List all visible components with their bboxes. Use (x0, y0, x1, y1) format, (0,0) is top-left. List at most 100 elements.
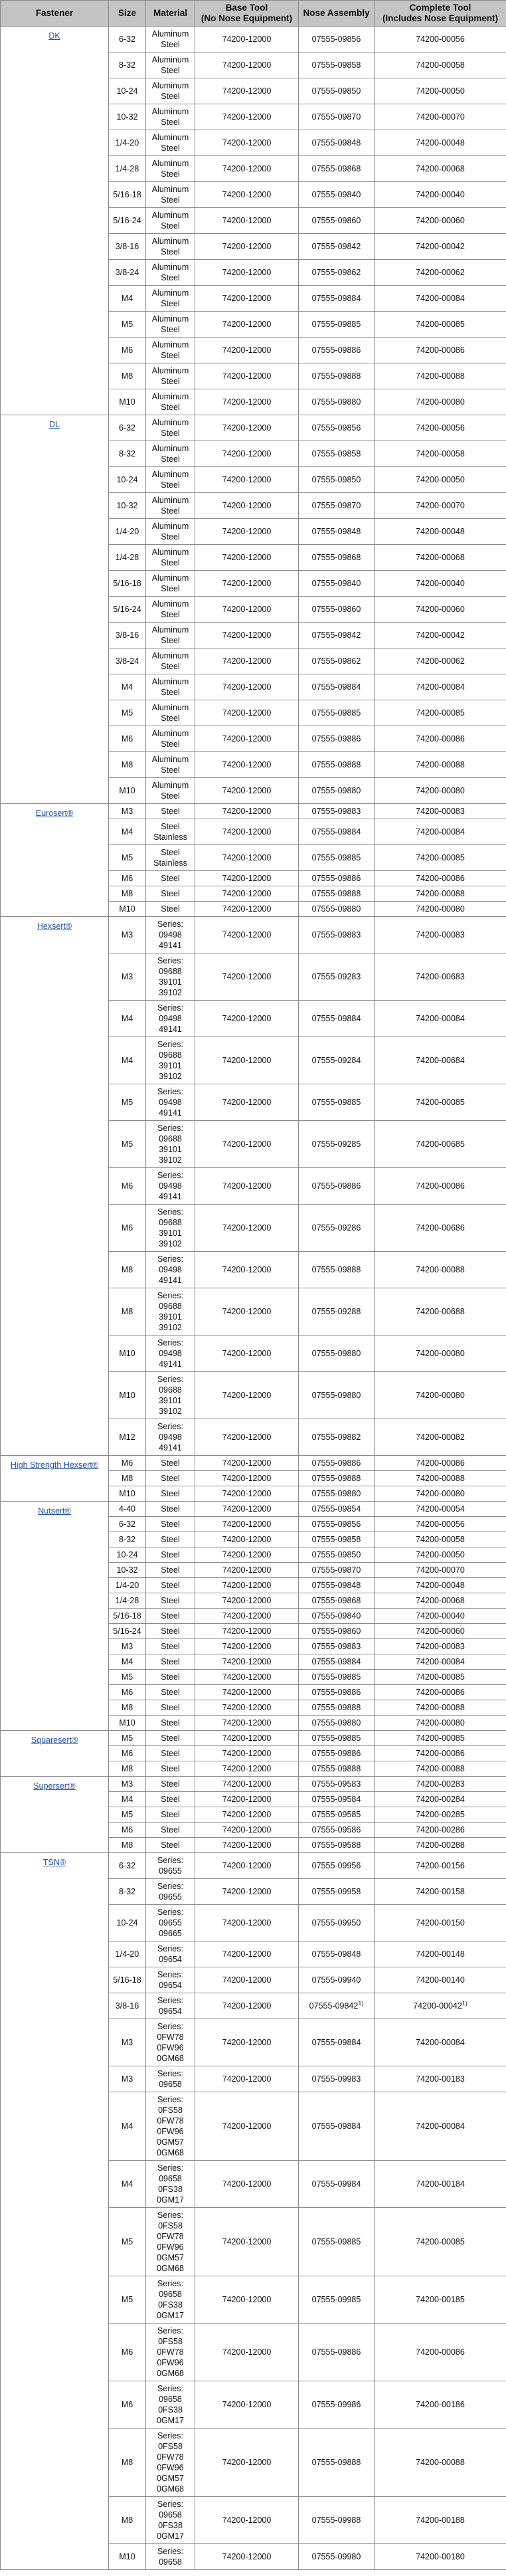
nose-assembly-cell: 07555-09888 (298, 886, 375, 902)
size-cell: 3/8-16 (108, 233, 146, 260)
size-cell: M8 (108, 1700, 146, 1716)
complete-tool-cell: 74200-00086 (374, 1684, 506, 1700)
material-cell: Aluminum Steel (145, 544, 195, 571)
size-cell: 10-32 (108, 492, 146, 519)
material-cell: Aluminum Steel (145, 130, 195, 156)
nose-assembly-cell-value: 07555-09888 (311, 1474, 361, 1483)
complete-tool-cell-value: 74200-00070 (416, 112, 465, 122)
fastener-link[interactable]: DK (48, 31, 60, 41)
base-tool-cell: 74200-12000 (195, 363, 299, 389)
nose-assembly-cell: 07555-09885 (298, 700, 375, 726)
nose-assembly-cell: 07555-09288 (298, 1288, 375, 1336)
size-cell: 8-32 (108, 1878, 146, 1905)
nose-assembly-cell: 07555-09858 (298, 1532, 375, 1547)
fastener-link[interactable]: High Strength Hexsert® (10, 1460, 99, 1470)
material-cell: Steel (145, 1654, 195, 1670)
nose-assembly-cell: 07555-09880 (298, 1371, 375, 1419)
size-cell: 6-32 (108, 1516, 146, 1532)
base-tool-cell: 74200-12000 (195, 233, 299, 260)
complete-tool-cell: 74200-00086 (374, 870, 506, 886)
table-row: 10-24 Steel 74200-12000 07555-09850 74200-00… (1, 1547, 506, 1563)
complete-tool-cell-value: 74200-00085 (416, 1098, 465, 1107)
fastener-link[interactable]: Nutsert® (38, 1506, 71, 1516)
size-cell: 3/8-24 (108, 259, 146, 286)
complete-tool-cell: 74200-00180 (374, 2543, 506, 2570)
fastener-link[interactable]: Supersert® (33, 1781, 76, 1791)
header-size: Size (108, 0, 146, 27)
material-cell: Series: 09655 (145, 1852, 195, 1879)
nose-assembly-cell-value: 07555-09882 (311, 1433, 361, 1442)
base-tool-cell: 74200-12000 (195, 726, 299, 752)
size-cell: M5 (108, 700, 146, 726)
base-tool-cell: 74200-12000 (195, 2496, 299, 2544)
header-material: Material (145, 0, 195, 27)
material-cell: Steel (145, 886, 195, 902)
complete-tool-cell-value: 74200-00080 (416, 397, 465, 407)
nose-assembly-cell-value: 07555-09983 (311, 2074, 361, 2084)
base-tool-cell: 74200-12000 (195, 337, 299, 363)
base-tool-cell: 74200-12000 (195, 1730, 299, 1746)
nose-assembly-cell-value: 07555-09884 (311, 2122, 361, 2131)
nose-assembly-cell-value: 07555-09986 (311, 2400, 361, 2409)
complete-tool-cell-value: 74200-00185 (416, 2295, 465, 2304)
nose-assembly-cell-value: 07555-09886 (311, 346, 361, 355)
size-cell: M8 (108, 1837, 146, 1853)
complete-tool-cell-value: 74200-00084 (416, 827, 465, 837)
nose-assembly-cell-value: 07555-09888 (311, 889, 361, 898)
nose-assembly-cell-value: 07555-09885 (311, 1672, 361, 1682)
base-tool-cell: 74200-12000 (195, 1700, 299, 1716)
fastener-link[interactable]: Eurosert® (35, 809, 74, 818)
table-row: M5 Aluminum Steel 74200-12000 07555-09885 74… (1, 311, 506, 338)
size-cell: 1/4-28 (108, 1593, 146, 1609)
complete-tool-cell: 74200-00086 (374, 337, 506, 363)
fastener-link[interactable]: DL (49, 420, 60, 429)
table-row: M12 Series: 09498 49141 74200-12000 07555-0… (1, 1419, 506, 1456)
size-cell: 1/4-20 (108, 130, 146, 156)
nose-assembly-cell: 07555-09888 (298, 1470, 375, 1486)
base-tool-cell: 74200-12000 (195, 1776, 299, 1792)
size-cell: M10 (108, 901, 146, 917)
material-cell: Steel (145, 1638, 195, 1654)
table-row: M6 Steel 74200-12000 07555-09586 74200-00286 (1, 1822, 506, 1838)
nose-assembly-cell-value: 07555-09856 (311, 1520, 361, 1529)
base-tool-cell: 74200-12000 (195, 1335, 299, 1372)
size-cell: 5/16-18 (108, 1608, 146, 1624)
material-cell: Series: 09688 39101 39102 (145, 1204, 195, 1252)
base-tool-cell: 74200-12000 (195, 1371, 299, 1419)
nose-assembly-cell: 07555-09885 (298, 1669, 375, 1685)
complete-tool-cell-value: 74200-00088 (416, 889, 465, 898)
nose-assembly-cell: 07555-09870 (298, 1562, 375, 1578)
base-tool-cell: 74200-12000 (195, 1470, 299, 1486)
fastener-cell: Nutsert® (0, 1501, 109, 1731)
complete-tool-cell: 74200-00082 (374, 1419, 506, 1456)
size-cell: 5/16-18 (108, 181, 146, 208)
table-row: M8 Series: 09688 39101 39102 74200-12000 07… (1, 1288, 506, 1336)
base-tool-cell: 74200-12000 (195, 777, 299, 804)
material-cell: Series: 09658 (145, 2543, 195, 2570)
complete-tool-cell: 74200-00088 (374, 2428, 506, 2497)
nose-assembly-cell-value: 07555-09584 (311, 1795, 361, 1804)
fastener-link[interactable]: Squaresert® (31, 1735, 78, 1745)
fastener-link[interactable]: TSN® (42, 1858, 66, 1867)
table-row: Nutsert® 4-40 Steel 74200-12000 07555-09854 7… (0, 1501, 506, 1731)
material-cell: Steel (145, 1547, 195, 1563)
size-cell: M6 (108, 1684, 146, 1700)
complete-tool-cell: 74200-00040 (374, 181, 506, 208)
nose-assembly-cell-value: 07555-09848 (311, 1949, 361, 1959)
complete-tool-cell-value: 74200-00080 (416, 1391, 465, 1400)
nose-assembly-cell: 07555-09988 (298, 2496, 375, 2544)
size-cell: 5/16-24 (108, 1623, 146, 1639)
table-row: M4 Steel 74200-12000 07555-09584 74200-00284 (1, 1791, 506, 1807)
base-tool-cell: 74200-12000 (195, 1941, 299, 1967)
table-row: M5 Series: 09498 49141 74200-12000 07555-09… (1, 1084, 506, 1121)
size-cell: M3 (108, 1776, 146, 1792)
fastener-link[interactable]: Hexsert® (37, 922, 72, 931)
nose-assembly-cell-value: 07555-09854 (311, 1504, 361, 1514)
header-fastener: Fastener (0, 0, 109, 27)
complete-tool-cell: 74200-00686 (374, 1204, 506, 1252)
base-tool-cell: 74200-12000 (195, 1167, 299, 1205)
complete-tool-cell: 74200-00070 (374, 104, 506, 130)
nose-assembly-cell-value: 07555-09880 (311, 904, 361, 914)
table-row: M10 Aluminum Steel 74200-12000 07555-09880 7… (1, 777, 506, 804)
fastener-cell: Hexsert® (0, 916, 109, 1456)
